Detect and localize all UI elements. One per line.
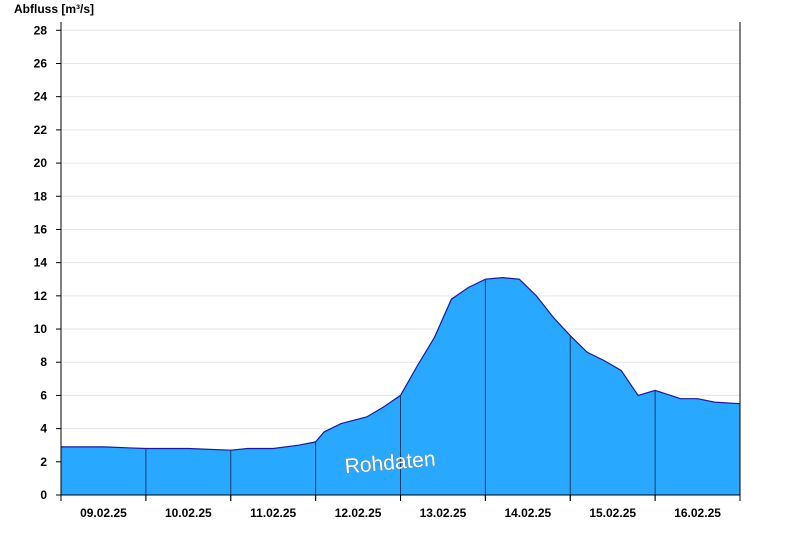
x-tick-label: 10.02.25: [165, 506, 212, 520]
y-tick-label: 4: [40, 422, 47, 436]
y-tick-label: 20: [34, 156, 48, 170]
y-tick-label: 8: [40, 355, 47, 369]
y-axis-title: Abfluss [m³/s]: [14, 2, 94, 16]
x-ticks: 09.02.25 10.02.25 11.02.25 12.02.25 13.02.25…: [60, 495, 741, 520]
y-tick-label: 16: [34, 222, 48, 236]
y-tick-label: 18: [34, 189, 48, 203]
y-tick-label: 28: [34, 23, 48, 37]
y-tick-label: 10: [34, 322, 48, 336]
y-tick-label: 24: [34, 90, 48, 104]
y-tick-label: 22: [34, 123, 48, 137]
y-tick-label: 6: [40, 388, 47, 402]
grid-lines: [61, 29, 740, 463]
y-tick-label: 2: [40, 455, 47, 469]
series-line: [61, 276, 741, 451]
x-tick-label: 09.02.25: [80, 506, 127, 520]
y-tick-label: 14: [34, 256, 48, 270]
x-tick-label: 14.02.25: [504, 506, 551, 520]
y-tick-label: 26: [34, 56, 48, 70]
x-tick-label: 12.02.25: [335, 506, 382, 520]
y-tick-label: 0: [40, 488, 47, 502]
x-tick-label: 11.02.25: [250, 506, 296, 520]
x-tick-label: 15.02.25: [589, 506, 636, 520]
day-dividers: [145, 279, 656, 501]
x-tick-label: 16.02.25: [674, 506, 721, 520]
y-tick-label: 12: [34, 289, 48, 303]
x-tick-label: 13.02.25: [420, 506, 467, 520]
